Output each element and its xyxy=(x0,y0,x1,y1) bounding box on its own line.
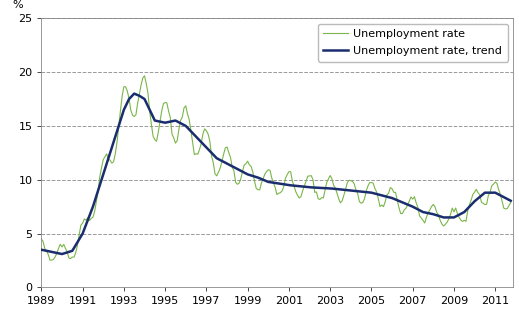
Y-axis label: %: % xyxy=(12,0,23,10)
Legend: Unemployment rate, Unemployment rate, trend: Unemployment rate, Unemployment rate, tr… xyxy=(318,24,508,61)
